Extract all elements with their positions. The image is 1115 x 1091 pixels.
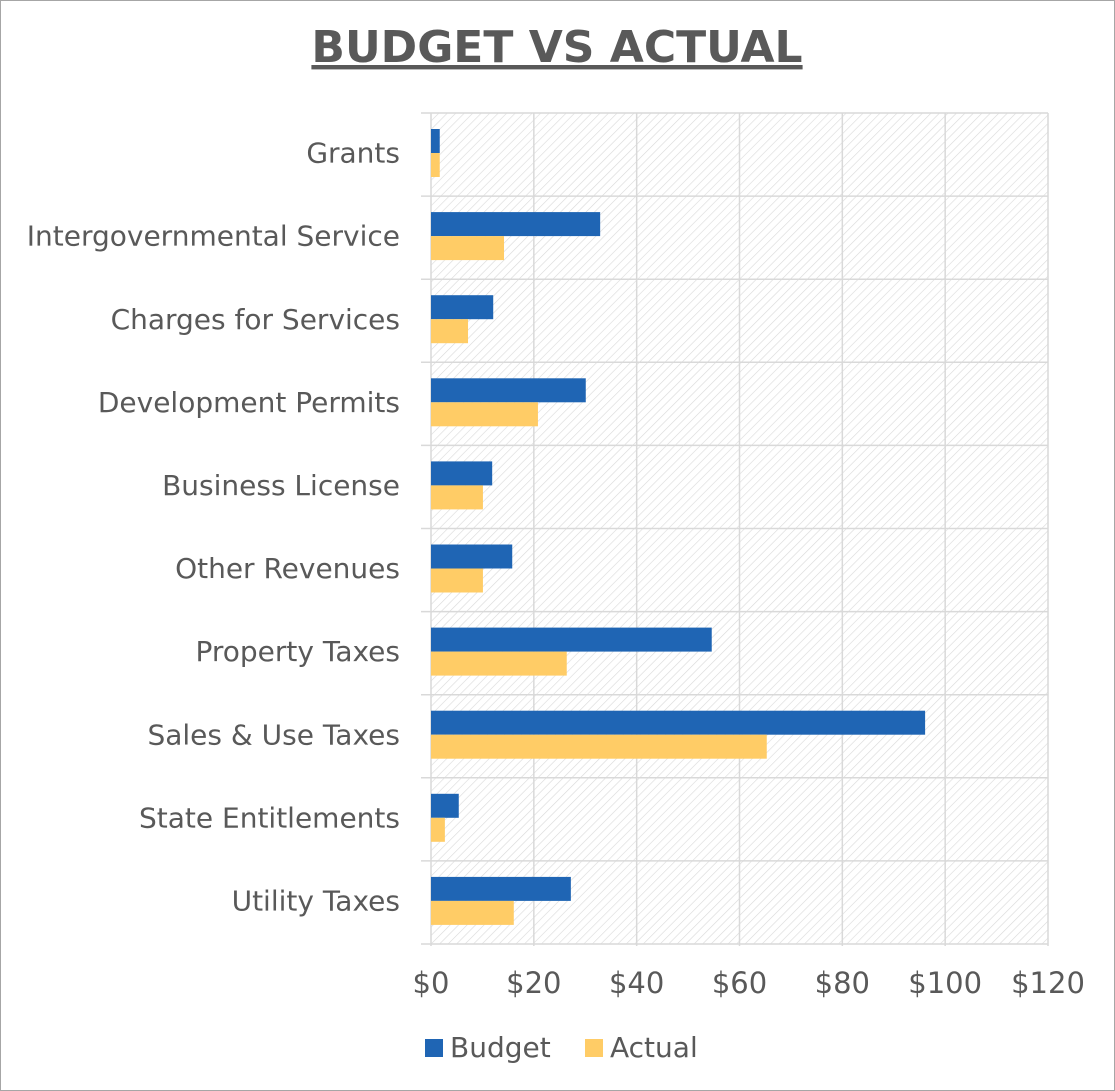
y-tick-label: Other Revenues xyxy=(175,552,400,585)
x-tick-label: $100 xyxy=(908,966,982,1000)
bar xyxy=(431,236,505,261)
y-tick-label: Utility Taxes xyxy=(232,884,400,917)
bar xyxy=(431,295,494,320)
bar xyxy=(431,817,445,842)
y-tick-label: Business License xyxy=(162,469,400,502)
bar xyxy=(431,627,712,652)
bar xyxy=(431,402,538,427)
y-tick-label: Grants xyxy=(306,137,400,170)
legend-label: Actual xyxy=(610,1031,698,1064)
bar xyxy=(431,568,483,593)
x-tick-label: $0 xyxy=(413,966,450,1000)
x-tick-label: $40 xyxy=(609,966,664,1000)
bar xyxy=(431,378,586,403)
bar xyxy=(431,876,571,901)
legend-label: Budget xyxy=(450,1031,551,1064)
bar xyxy=(431,461,493,486)
legend-swatch xyxy=(425,1039,443,1057)
bar xyxy=(431,319,469,344)
x-tick-label: $20 xyxy=(506,966,561,1000)
x-tick-label: $60 xyxy=(712,966,767,1000)
bar xyxy=(431,153,440,177)
bar xyxy=(431,734,767,759)
x-tick-label: $80 xyxy=(815,966,870,1000)
bar xyxy=(431,212,601,237)
y-tick-label: Property Taxes xyxy=(195,635,400,668)
bar xyxy=(431,793,459,818)
y-tick-label: Development Permits xyxy=(98,386,400,419)
legend-swatch xyxy=(585,1039,603,1057)
x-tick-label: $120 xyxy=(1011,966,1085,1000)
bar xyxy=(431,544,513,569)
y-tick-label: Sales & Use Taxes xyxy=(147,718,400,751)
bar xyxy=(431,710,926,735)
bar xyxy=(431,900,514,925)
y-tick-label: Intergovernmental Service xyxy=(27,220,400,253)
bar xyxy=(431,485,483,510)
bar xyxy=(431,129,440,153)
chart-title: BUDGET VS ACTUAL xyxy=(311,22,802,73)
y-tick-label: Charges for Services xyxy=(111,303,400,336)
bar xyxy=(431,651,567,676)
y-tick-label: State Entitlements xyxy=(139,801,400,834)
